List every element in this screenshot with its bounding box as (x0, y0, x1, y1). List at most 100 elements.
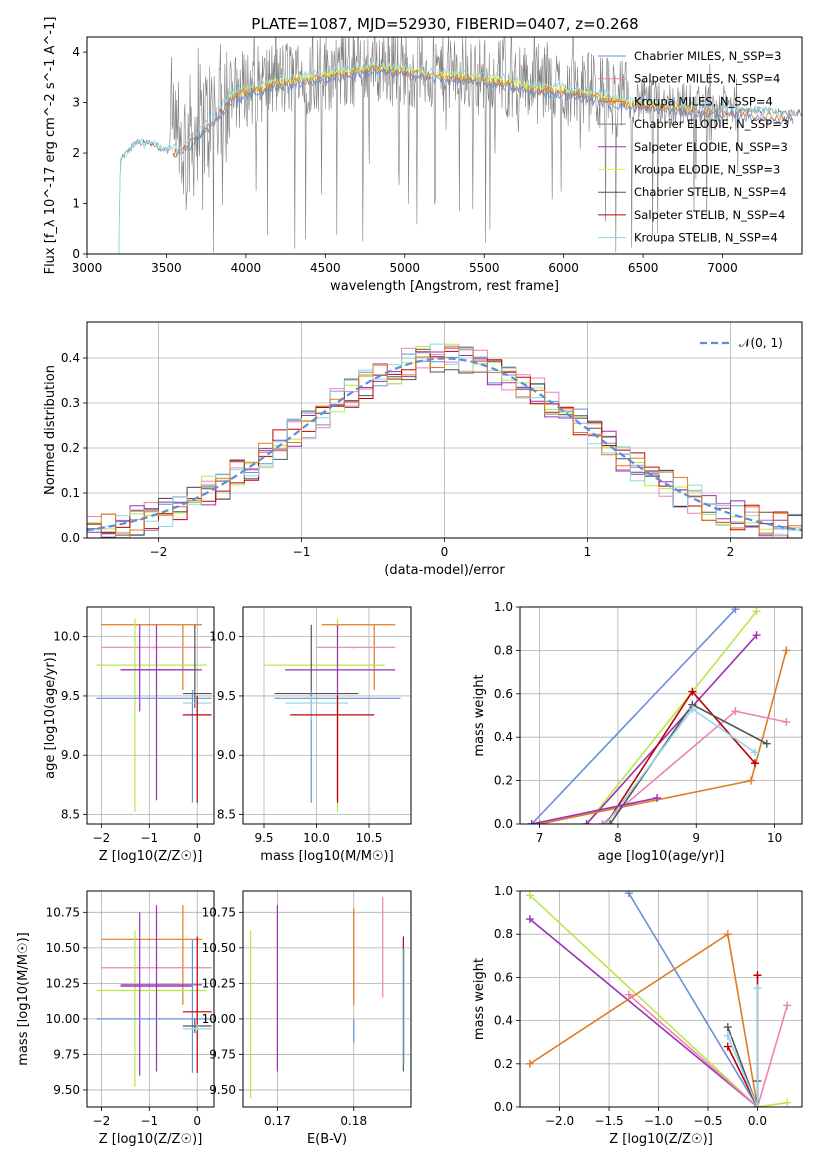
data-point-marker (751, 748, 759, 757)
data-point-marker (602, 820, 611, 824)
data-point-marker (535, 820, 544, 824)
x-tick-label: −1.0 (644, 1114, 673, 1128)
x-axis-label: mass [log10(M/M☉)] (260, 849, 393, 864)
y-tick-label: 8.5 (61, 808, 80, 822)
model-spectrum-kroupa_miles (172, 65, 794, 159)
y-tick-label: 10.0 (209, 630, 236, 644)
x-tick-label: −1 (140, 1114, 158, 1128)
x-axis-label: wavelength [Angstrom, rest frame] (330, 279, 559, 294)
data-point-marker (762, 739, 771, 748)
y-axis-label: mass [log10(M/M☉)] (16, 932, 31, 1065)
data-point-marker (653, 793, 662, 802)
y-tick-label: 10.0 (53, 630, 80, 644)
mass-weight-series (531, 608, 736, 824)
x-tick-label: −2.0 (545, 1114, 574, 1128)
x-axis-label: Z [log10(Z/Z☉)] (99, 849, 203, 864)
x-axis-label: (data-model)/error (384, 563, 505, 578)
y-tick-label: 0.4 (494, 1014, 513, 1028)
y-tick-label: 0.4 (61, 351, 80, 365)
axes-frame (86, 606, 215, 825)
data-point-marker (782, 646, 791, 655)
y-tick-label: 9.50 (209, 1083, 236, 1097)
data-point-marker (731, 607, 740, 614)
x-tick-label: 5500 (469, 261, 500, 275)
x-tick-label: 4000 (231, 261, 262, 275)
y-tick-label: 3 (72, 96, 80, 110)
x-tick-label: 2 (727, 545, 735, 559)
x-axis-label: age [log10(age/yr)] (598, 849, 725, 864)
x-tick-label: 10 (767, 831, 782, 845)
legend-label: Chabrier STELIB, N_SSP=4 (634, 185, 786, 199)
y-tick-label: 0.0 (61, 531, 80, 545)
y-tick-label: 9.75 (53, 1047, 80, 1061)
y-tick-label: 10.50 (46, 941, 80, 955)
x-tick-label: 0 (193, 1114, 201, 1128)
x-tick-label: −1 (140, 831, 158, 845)
data-point-marker (752, 631, 761, 640)
data-point-marker (525, 1059, 534, 1068)
page-title: PLATE=1087, MJD=52930, FIBERID=0407, z=0… (251, 15, 638, 33)
x-tick-label: 0.0 (748, 1114, 767, 1128)
data-point-marker (723, 1031, 732, 1040)
legend-label: Kroupa MILES, N_SSP=4 (634, 94, 773, 108)
residual-histogram-series (87, 345, 802, 538)
x-tick-label: 5000 (390, 261, 421, 275)
chart-age_vs_mass: 9.5 10.0 10.5 8.5 9.0 9.5 10.0 mass [log10(M/M☉… (209, 606, 412, 864)
plot-area-mass_vs_ebv (250, 896, 405, 1099)
chart-mass_vs_Z: −2 −1 0 9.50 9.75 10.00 10.25 10.50 10.75 Z [log1… (16, 890, 215, 1147)
y-tick-label: 10.25 (202, 976, 236, 990)
mass-weight-series (585, 610, 758, 824)
x-tick-label: 0 (193, 831, 201, 845)
x-tick-label: −2 (150, 545, 168, 559)
axes-frame (86, 890, 215, 1108)
mass-weight-series (531, 797, 658, 824)
y-tick-label: 10.50 (202, 941, 236, 955)
x-tick-label: 0.17 (264, 1114, 291, 1128)
x-tick-label: 9 (692, 831, 700, 845)
legend-label: Chabrier ELODIE, N_SSP=3 (634, 117, 789, 131)
x-tick-label: 0 (441, 545, 449, 559)
data-point-marker (753, 984, 762, 993)
axes-frame (86, 321, 803, 539)
x-tick-label: −0.5 (693, 1114, 722, 1128)
y-tick-label: 9.50 (53, 1083, 80, 1097)
x-tick-label: 9.5 (254, 831, 273, 845)
data-point-marker (723, 1042, 732, 1051)
x-tick-label: 10.0 (303, 831, 330, 845)
legend-label: Kroupa STELIB, N_SSP=4 (634, 231, 778, 245)
x-tick-label: 10.5 (356, 831, 383, 845)
data-point-marker (783, 1098, 792, 1107)
chart-mass_weight_vs_age: 7 8 9 10 0.0 0.2 0.4 0.6 0.8 1.0 age [log10(age/yr… (472, 600, 803, 864)
data-point-marker (782, 718, 791, 727)
y-tick-label: 1.0 (494, 600, 513, 614)
x-tick-label: 4500 (310, 261, 341, 275)
plot-area-residuals (87, 343, 802, 538)
y-tick-label: 0.2 (494, 1057, 513, 1071)
x-axis-label: E(B-V) (307, 1132, 347, 1147)
y-tick-label: 1.0 (494, 884, 513, 898)
data-point-marker (783, 1001, 792, 1010)
x-tick-label: 6000 (548, 261, 579, 275)
axes-frame (242, 890, 412, 1108)
x-tick-label: −2 (93, 1114, 111, 1128)
plot-area-age_vs_mass (264, 618, 401, 813)
axes-frame (519, 606, 803, 825)
y-tick-label: 10.00 (202, 1012, 236, 1026)
y-tick-label: 0.0 (494, 817, 513, 831)
observed-spectrum-line (118, 37, 802, 254)
chart-residuals: −2 −1 0 1 2 0.0 0.1 0.2 0.3 0.4 (data-model)/error… (43, 321, 803, 578)
plot-area-mass_vs_Z (96, 905, 212, 1088)
y-tick-label: 0.6 (494, 970, 513, 984)
x-axis-label: Z [log10(Z/Z☉)] (609, 1132, 713, 1147)
y-tick-label: 9.5 (61, 689, 80, 703)
y-axis-label: mass weight (472, 674, 487, 756)
legend-label: Kroupa ELODIE, N_SSP=3 (634, 163, 780, 177)
y-tick-label: 0.6 (494, 687, 513, 701)
plot-area-mass_weight_vs_age (527, 607, 791, 824)
x-axis-label: Z [log10(Z/Z☉)] (99, 1132, 203, 1147)
legend-label: 𝒩(0, 1) (739, 336, 783, 350)
y-tick-label: 0.8 (494, 927, 513, 941)
mass-weight-series (529, 894, 788, 1107)
x-tick-label: 0.18 (340, 1114, 367, 1128)
